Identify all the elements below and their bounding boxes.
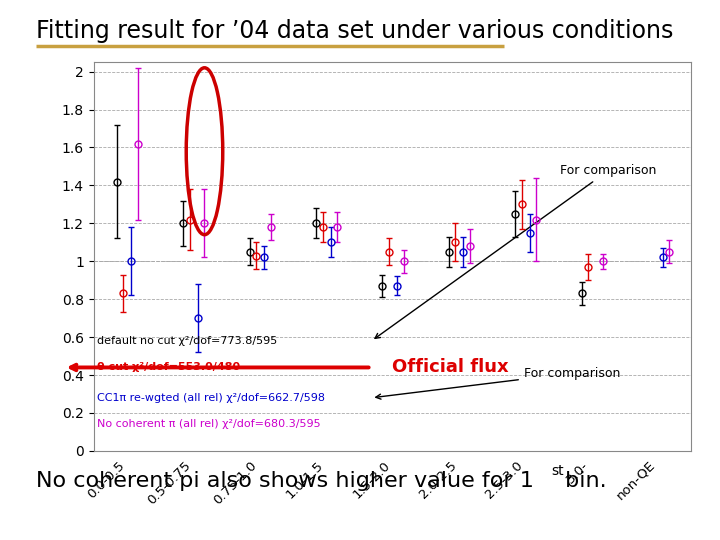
Text: No coherent pi also shows higher value for 1: No coherent pi also shows higher value f… <box>36 471 534 491</box>
Text: default no cut χ²/dof=773.8/595: default no cut χ²/dof=773.8/595 <box>97 336 277 346</box>
Text: bin.: bin. <box>558 471 607 491</box>
Text: CC1π re-wgted (all rel) χ²/dof=662.7/598: CC1π re-wgted (all rel) χ²/dof=662.7/598 <box>97 393 325 403</box>
Text: For comparison: For comparison <box>376 367 620 399</box>
Text: st: st <box>552 464 564 478</box>
Text: Official flux: Official flux <box>392 359 509 376</box>
Text: Fitting result for ’04 data set under various conditions: Fitting result for ’04 data set under va… <box>36 19 673 43</box>
Text: θ cut χ²/dof=553.0/480: θ cut χ²/dof=553.0/480 <box>97 362 240 373</box>
Text: No coherent π (all rel) χ²/dof=680.3/595: No coherent π (all rel) χ²/dof=680.3/595 <box>97 420 320 429</box>
Text: For comparison: For comparison <box>375 165 656 339</box>
